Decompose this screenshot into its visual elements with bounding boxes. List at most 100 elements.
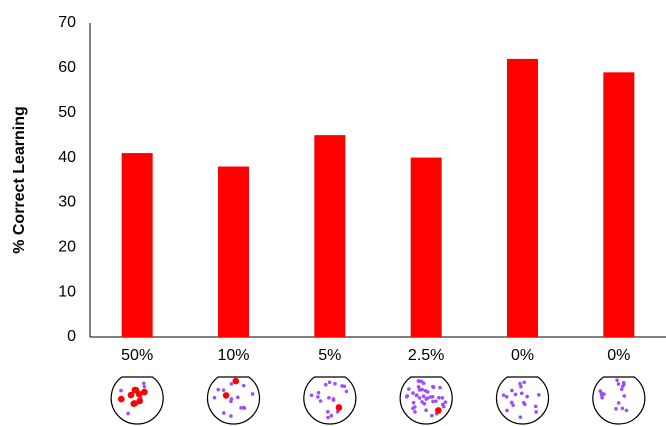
bar bbox=[507, 58, 538, 338]
bowl bbox=[592, 376, 646, 425]
red-dot bbox=[127, 391, 135, 399]
purple-dot bbox=[424, 397, 429, 401]
purple-dot bbox=[615, 378, 619, 382]
purple-dot bbox=[425, 390, 430, 394]
purple-dot bbox=[438, 385, 442, 390]
red-dot bbox=[335, 404, 343, 411]
x-tick-label: 5% bbox=[318, 347, 341, 364]
purple-dot bbox=[411, 391, 415, 395]
purple-dot bbox=[413, 410, 417, 414]
purple-dot bbox=[519, 384, 523, 389]
purple-dot bbox=[327, 380, 332, 385]
purple-dot bbox=[522, 380, 526, 385]
purple-dot bbox=[239, 406, 243, 410]
purple-dot bbox=[431, 399, 435, 404]
y-tick-label: 30 bbox=[58, 194, 76, 211]
red-dot bbox=[136, 397, 144, 405]
y-tick-label: 60 bbox=[58, 59, 76, 76]
purple-dot bbox=[614, 407, 618, 411]
purple-dot bbox=[404, 394, 409, 399]
purple-dot bbox=[600, 395, 604, 400]
purple-dot bbox=[443, 400, 448, 404]
purple-dot bbox=[434, 399, 438, 403]
purple-dot bbox=[620, 406, 625, 411]
bar bbox=[314, 135, 346, 337]
purple-dot bbox=[327, 396, 331, 400]
bowl bbox=[206, 376, 261, 425]
purple-dot bbox=[411, 400, 416, 405]
purple-dot bbox=[119, 388, 123, 393]
purple-dot bbox=[424, 408, 428, 413]
x-tick-label: 0% bbox=[607, 347, 630, 364]
bar bbox=[410, 157, 442, 337]
purple-dot bbox=[333, 381, 337, 386]
purple-dot bbox=[511, 403, 515, 407]
purple-dot bbox=[428, 395, 433, 399]
purple-dot bbox=[250, 392, 255, 396]
bowl-icon bbox=[495, 376, 550, 425]
y-tick-label: 0 bbox=[67, 328, 76, 345]
purple-dot bbox=[325, 409, 330, 414]
purple-dot bbox=[241, 383, 246, 388]
red-dot bbox=[232, 377, 240, 385]
purple-dot bbox=[510, 388, 514, 393]
bowl-icon bbox=[303, 376, 357, 425]
purple-dot bbox=[413, 405, 417, 409]
purple-dot bbox=[216, 387, 221, 392]
purple-dot bbox=[222, 411, 226, 415]
purple-dot bbox=[598, 389, 603, 393]
bar bbox=[218, 166, 249, 337]
purple-dot bbox=[340, 384, 344, 388]
purple-dot bbox=[221, 388, 226, 392]
bowl-icon bbox=[592, 376, 646, 425]
purple-dot bbox=[519, 391, 524, 396]
purple-dot bbox=[513, 392, 518, 397]
purple-dot bbox=[616, 401, 621, 405]
purple-dot bbox=[417, 388, 422, 392]
purple-dot bbox=[437, 395, 441, 400]
purple-dot bbox=[229, 414, 233, 418]
purple-dot bbox=[518, 381, 522, 386]
purple-dot bbox=[212, 395, 217, 400]
purple-dot bbox=[505, 408, 509, 413]
purple-dot bbox=[406, 387, 411, 391]
purple-dot bbox=[537, 393, 541, 397]
purple-dot bbox=[419, 379, 424, 384]
bowl-icon bbox=[110, 376, 164, 425]
red-dot bbox=[132, 386, 140, 394]
y-tick-label: 20 bbox=[58, 239, 76, 256]
purple-dot bbox=[440, 396, 445, 400]
purple-dot bbox=[504, 394, 509, 399]
purple-dot bbox=[431, 385, 436, 390]
purple-dot bbox=[417, 396, 422, 400]
purple-dot bbox=[309, 393, 314, 398]
x-tick-label: 10% bbox=[217, 347, 249, 364]
red-dot bbox=[222, 392, 230, 399]
purple-dot bbox=[442, 404, 446, 409]
y-tick-label: 50 bbox=[58, 104, 76, 121]
purple-dot bbox=[344, 389, 349, 394]
purple-dot bbox=[621, 380, 626, 385]
red-dot bbox=[130, 400, 138, 407]
purple-dot bbox=[518, 415, 523, 419]
purple-dot bbox=[619, 387, 624, 392]
purple-dot bbox=[622, 394, 627, 398]
red-dot bbox=[117, 395, 125, 403]
purple-dot bbox=[533, 404, 538, 409]
purple-dot bbox=[236, 395, 240, 400]
purple-dot bbox=[142, 384, 147, 389]
x-tick-label: 2.5% bbox=[408, 347, 444, 364]
bar bbox=[121, 153, 153, 337]
purple-dot bbox=[621, 384, 625, 388]
purple-dot bbox=[416, 385, 421, 389]
purple-dot bbox=[509, 400, 514, 405]
bowl bbox=[495, 376, 550, 425]
y-tick-label: 70 bbox=[58, 14, 76, 31]
purple-dot bbox=[329, 413, 334, 418]
purple-dot bbox=[422, 401, 427, 406]
x-tick-label: 50% bbox=[121, 347, 153, 364]
bowl-icon bbox=[206, 376, 261, 425]
purple-dot bbox=[414, 393, 419, 397]
purple-dot bbox=[624, 408, 629, 413]
